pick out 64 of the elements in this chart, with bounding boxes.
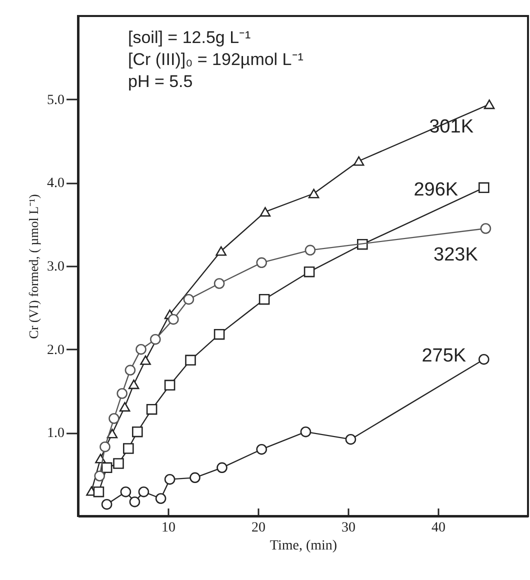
x-axis-title: Time, (min) [270, 538, 338, 554]
x-tick-label: 40 [432, 520, 446, 536]
point [164, 380, 176, 391]
point [132, 426, 143, 438]
point [216, 246, 226, 256]
point [136, 344, 146, 355]
point [304, 244, 316, 256]
point [124, 364, 136, 376]
point [100, 441, 110, 452]
point [478, 354, 490, 365]
point [258, 294, 270, 305]
series-label: 323K [434, 244, 478, 266]
point [190, 472, 200, 484]
point [101, 498, 112, 510]
y-tick-label: 4.0 [47, 176, 64, 192]
x-tick-label: 30 [342, 520, 356, 536]
point [256, 444, 267, 455]
point [353, 156, 364, 166]
point [119, 402, 130, 412]
point [140, 355, 151, 365]
point [168, 314, 179, 325]
point [308, 188, 320, 198]
point [113, 458, 124, 469]
point [216, 462, 228, 474]
series-label: 275K [422, 345, 466, 366]
point [150, 334, 161, 345]
point [345, 434, 356, 445]
point [185, 354, 196, 366]
point [183, 294, 194, 305]
point [146, 404, 158, 415]
y-tick-label: 5.0 [47, 92, 64, 108]
point [101, 462, 112, 474]
point [116, 388, 128, 399]
annotation: [soil] = 12.5g L⁻¹ [128, 28, 252, 47]
point [123, 443, 134, 454]
point [129, 496, 140, 508]
point [108, 413, 120, 424]
point [128, 380, 140, 390]
point [106, 428, 118, 438]
series-label: 296K [414, 180, 458, 201]
y-axis-title: Cr (VI) formed, ( µmol L⁻¹) [26, 194, 41, 339]
point [480, 223, 492, 234]
point [138, 486, 150, 498]
x-tick-label: 10 [162, 520, 176, 536]
point [120, 486, 132, 498]
y-tick-label: 1.0 [47, 426, 64, 442]
point [478, 182, 490, 194]
annotation: pH = 5.5 [128, 72, 193, 91]
point [93, 486, 104, 498]
point [214, 278, 225, 289]
point [304, 266, 315, 278]
annotation: [Cr (III)]₀ = 192µmol L⁻¹ [128, 50, 304, 69]
series-label: 301K [429, 116, 474, 138]
point [260, 207, 271, 217]
point [155, 493, 166, 504]
point [94, 470, 105, 482]
point [256, 257, 267, 268]
y-tick-label: 3.0 [47, 260, 64, 274]
point [164, 474, 176, 485]
y-tick-label: 2.0 [47, 342, 64, 358]
point [300, 426, 312, 438]
point [484, 100, 495, 110]
x-tick-label: 20 [252, 520, 266, 536]
point [214, 328, 225, 340]
